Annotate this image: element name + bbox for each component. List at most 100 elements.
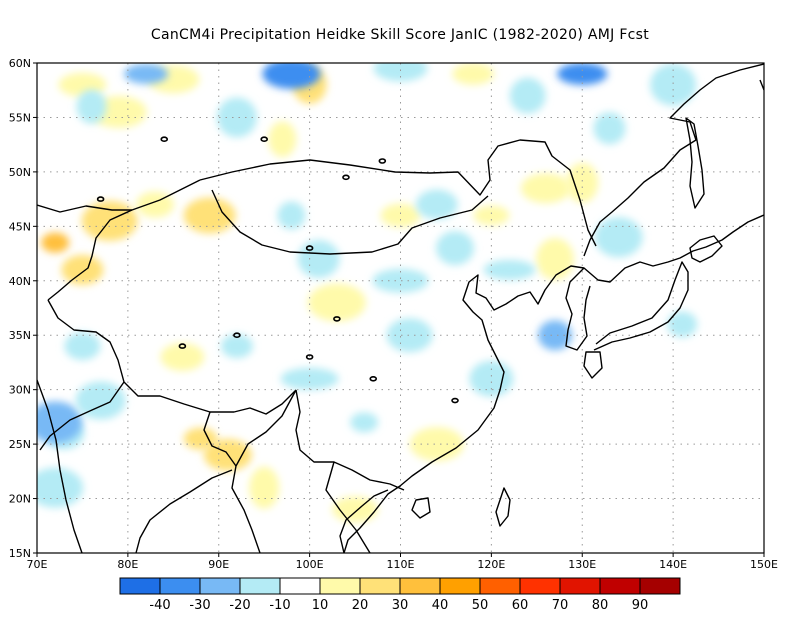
lat-tick-label: 55N [9,111,31,124]
skill-patch [61,254,104,285]
axis-ticks: 70E 80E 90E 100E 110E 120E 130E 140E 150E 15N 20N 2… [9,57,778,571]
skill-patch [183,197,236,234]
colorbar-swatch [639,577,681,595]
map-title: CanCM4i Precipitation Heidke Skill Score… [150,27,650,43]
skill-patch [594,217,643,258]
russia-pacific-coast [583,63,764,257]
skill-patch [386,318,433,353]
kyushu-outline [583,351,603,379]
lake [260,136,268,143]
skill-patch [75,381,126,420]
russia-mongolia-border [199,139,597,247]
colorbar-label: 40 [432,598,449,613]
china-myanmar-border [295,389,405,491]
skill-patch [297,240,340,278]
skill-patch [37,467,84,508]
skill-patch [372,268,429,293]
kazakhstan-china-border [47,179,201,301]
skill-patch [216,97,257,138]
skill-patch [183,427,218,450]
lake [342,174,350,181]
skill-patch [650,63,697,106]
skill-patch [535,238,574,280]
lat-tick-label: 35N [9,329,31,342]
skill-patch [277,201,306,230]
lake [451,397,459,404]
skill-patch [667,311,698,338]
skill-patch [509,77,546,114]
colorbar-label: 30 [392,598,409,613]
lon-tick-label: 140E [659,558,687,571]
skill-patch [268,121,297,158]
colorbar-swatch [359,577,401,595]
colorbar-swatch [159,577,201,595]
skill-patch [350,412,379,433]
lon-tick-label: 120E [477,558,505,571]
skill-patch [262,63,321,89]
colorbar-swatch [119,577,161,595]
plot-background [37,63,764,553]
skill-patch [566,162,599,203]
skill-patch [160,343,205,371]
skill-patch [557,63,608,85]
colorbar-label: 20 [352,598,369,613]
korea-outline [565,267,591,351]
colorbar-label: -10 [269,598,290,613]
skill-patch [415,189,458,220]
lat-tick-label: 45N [9,220,31,233]
lat-tick-label: 20N [9,493,31,506]
lon-tick-label: 80E [117,558,138,571]
colorbar-label: 50 [472,598,489,613]
colorbar-swatch [559,577,601,595]
colorbar-swatch [199,577,241,595]
lake [178,343,187,349]
coastlines-and-borders [37,63,764,553]
colorbar-label: -30 [189,598,210,613]
lake [333,316,341,322]
colorbar-label: 60 [512,598,529,613]
skill-patch [483,259,536,280]
lake [233,332,241,339]
lon-tick-label: 70E [27,558,48,571]
colorbar-swatch [479,577,521,595]
skill-patch [380,203,421,228]
lat-tick-label: 30N [9,384,31,397]
lake [96,196,105,202]
lake [378,158,387,164]
colorbar-label: 90 [632,598,649,613]
colorbar-swatch [519,577,561,595]
lon-tick-label: 150E [750,558,778,571]
lon-tick-label: 90E [208,558,229,571]
sakhalin-outline [685,117,705,209]
skill-patch [409,427,464,462]
colorbar-label: -40 [149,598,170,613]
skill-patch [307,283,366,322]
lat-tick-label: 50N [9,166,31,179]
skill-patch [520,173,571,204]
lat-tick-label: 15N [9,547,31,560]
lon-tick-label: 130E [568,558,596,571]
mongolia-china-border [211,189,489,255]
skill-patch [220,334,253,359]
skill-patch [469,360,514,397]
colorbar-swatch [599,577,641,595]
skill-patch [373,63,428,82]
lake [160,136,169,143]
lat-tick-label: 25N [9,438,31,451]
lake [369,375,378,382]
skill-patch [593,112,626,145]
india-east-coast [135,469,233,553]
hainan-outline [411,497,431,519]
skill-patch [280,367,339,390]
colorbar-label: 80 [592,598,609,613]
colorbar-label: 10 [312,598,329,613]
skill-patch [124,63,169,84]
colorbar-label: -20 [229,598,250,613]
lakes [96,136,459,404]
lat-tick-label: 60N [9,57,31,70]
bangladesh-border [203,411,237,467]
colorbar-swatch [279,577,321,595]
skill-patch [537,320,572,351]
lat-tick-label: 40N [9,275,31,288]
